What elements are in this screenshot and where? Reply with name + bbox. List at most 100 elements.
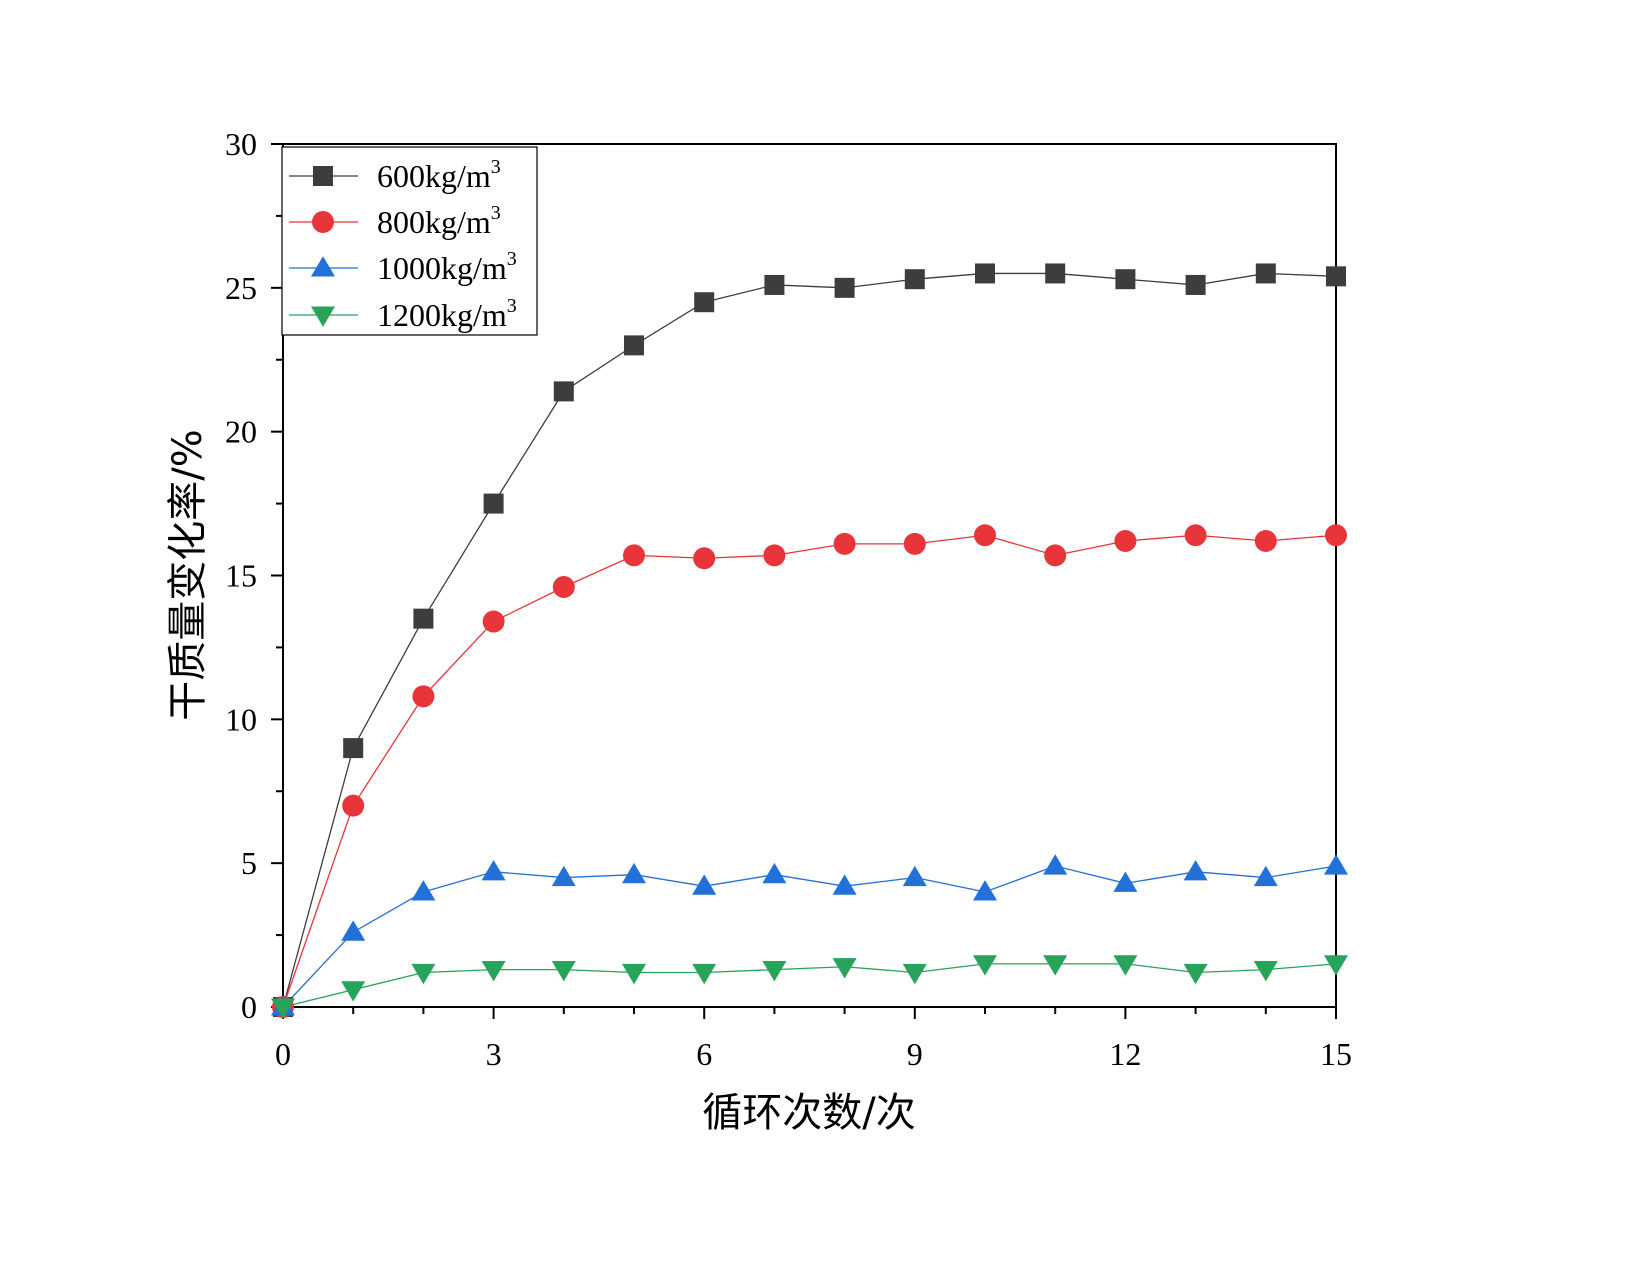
data-point-series-0 xyxy=(1326,266,1346,287)
data-point-series-2 xyxy=(1324,854,1348,875)
x-tick-label: 12 xyxy=(1109,1036,1141,1072)
data-point-series-3 xyxy=(1043,955,1068,976)
data-point-series-1 xyxy=(623,544,645,567)
data-point-series-0 xyxy=(1115,269,1136,290)
data-point-series-3 xyxy=(832,958,857,979)
data-point-series-1 xyxy=(342,794,365,817)
y-tick-label: 0 xyxy=(241,989,257,1025)
data-point-series-0 xyxy=(1045,263,1066,284)
data-point-series-1 xyxy=(763,544,786,567)
data-point-series-0 xyxy=(904,269,925,290)
legend-label: 600kg/m3 xyxy=(377,156,501,194)
series-line-3 xyxy=(282,963,1337,1008)
data-point-series-3 xyxy=(271,998,295,1019)
series-line-2 xyxy=(282,865,1337,1008)
data-point-series-0 xyxy=(975,263,995,284)
data-point-series-0 xyxy=(413,608,434,629)
legend-label-text: 800kg/m xyxy=(377,204,491,240)
legend-marker xyxy=(311,256,335,277)
y-tick-label: 25 xyxy=(225,270,257,306)
legend-label: 1000kg/m3 xyxy=(377,248,517,286)
legend-label: 800kg/m3 xyxy=(377,202,501,240)
data-point-series-2 xyxy=(622,862,646,884)
data-point-series-3 xyxy=(973,955,997,976)
series-line-1 xyxy=(282,534,1337,1008)
data-point-series-0 xyxy=(764,274,785,295)
data-point-series-2 xyxy=(551,865,576,887)
data-point-series-3 xyxy=(551,961,576,982)
data-point-series-1 xyxy=(1184,524,1207,547)
legend-label: 1200kg/m3 xyxy=(377,295,517,333)
legend-label-superscript: 3 xyxy=(491,202,501,224)
data-point-series-0 xyxy=(834,277,855,298)
data-point-series-3 xyxy=(692,963,717,985)
legend-marker xyxy=(312,211,334,233)
x-tick-label: 9 xyxy=(907,1036,923,1072)
data-point-series-1 xyxy=(1254,529,1277,552)
legend-label-superscript: 3 xyxy=(491,156,501,178)
data-point-series-1 xyxy=(552,576,575,599)
series-lines xyxy=(282,272,1337,1008)
data-point-series-1 xyxy=(693,547,716,570)
legend-label-text: 600kg/m xyxy=(377,158,491,194)
x-tick-label: 6 xyxy=(696,1036,712,1072)
data-point-series-2 xyxy=(762,862,787,884)
series-line-0 xyxy=(282,272,1337,1008)
legend-label-text: 1200kg/m xyxy=(377,297,507,333)
x-axis-title: 循环次数/次 xyxy=(702,1090,915,1136)
data-point-series-2 xyxy=(341,920,366,941)
legend-marker xyxy=(313,166,333,186)
data-point-series-0 xyxy=(1255,263,1276,284)
legend-label-superscript: 3 xyxy=(507,248,517,270)
data-point-series-2 xyxy=(902,865,927,887)
y-axis-title: 干质量变化率/% xyxy=(165,429,211,720)
data-point-series-0 xyxy=(343,738,364,759)
data-point-series-3 xyxy=(902,963,927,985)
data-point-series-3 xyxy=(1324,955,1348,976)
data-point-series-0 xyxy=(624,335,644,356)
x-tick-label: 0 xyxy=(275,1036,291,1072)
data-point-series-1 xyxy=(903,532,926,555)
series-points xyxy=(271,263,1348,1019)
y-tick-label: 10 xyxy=(225,701,257,737)
data-point-series-0 xyxy=(1185,274,1206,295)
data-point-series-1 xyxy=(974,524,996,547)
data-point-series-0 xyxy=(553,381,574,402)
data-point-series-3 xyxy=(1113,955,1138,976)
y-tick-label: 5 xyxy=(241,845,257,881)
data-point-series-0 xyxy=(483,493,504,514)
data-point-series-2 xyxy=(1253,865,1278,887)
legend-label-text: 1000kg/m xyxy=(377,250,507,286)
legend-label-superscript: 3 xyxy=(507,295,517,317)
data-point-series-1 xyxy=(1044,544,1067,567)
data-point-series-2 xyxy=(832,874,857,895)
data-point-series-2 xyxy=(411,880,436,901)
data-point-series-3 xyxy=(1183,963,1208,985)
data-point-series-3 xyxy=(1253,961,1278,982)
data-point-series-1 xyxy=(482,610,505,633)
data-point-series-1 xyxy=(833,532,856,555)
y-tick-label: 30 xyxy=(225,126,257,162)
x-tick-label: 3 xyxy=(486,1036,502,1072)
data-point-series-3 xyxy=(411,963,436,985)
x-tick-label: 15 xyxy=(1320,1036,1352,1072)
data-point-series-1 xyxy=(1325,524,1347,547)
data-point-series-1 xyxy=(412,685,435,708)
data-point-series-0 xyxy=(694,292,715,313)
data-point-series-2 xyxy=(1183,860,1208,881)
y-tick-label: 20 xyxy=(225,414,257,450)
data-point-series-3 xyxy=(481,961,506,982)
data-point-series-2 xyxy=(692,874,717,895)
y-tick-label: 15 xyxy=(225,558,257,594)
data-point-series-2 xyxy=(1043,854,1068,875)
legend-marker xyxy=(311,306,335,327)
data-point-series-3 xyxy=(762,961,787,982)
data-point-series-3 xyxy=(341,981,366,1002)
data-point-series-1 xyxy=(1114,529,1137,552)
axis-tick-labels: 0 3 6 9 12 15 0 5 10 15 20 25 30 xyxy=(225,126,1352,1072)
data-point-series-2 xyxy=(481,860,506,881)
data-point-series-3 xyxy=(622,963,646,985)
data-point-series-2 xyxy=(1113,871,1138,892)
